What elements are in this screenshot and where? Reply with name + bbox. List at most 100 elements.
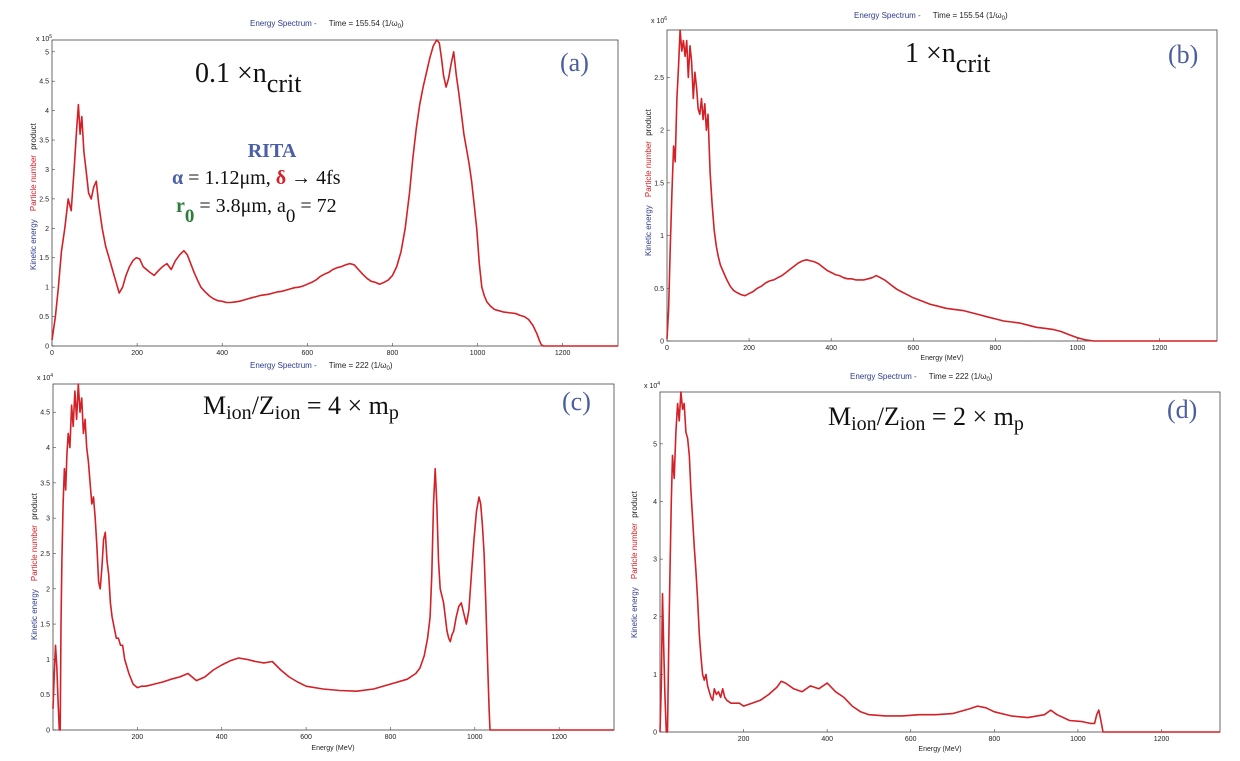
rita-r-rest: = 3.8μm, a [194,195,286,217]
panel-a-ytick-label: 0 [45,344,49,351]
panel-c-ytick-label: 4 [46,445,50,452]
panel-c-title-name: Energy Spectrum - [250,361,317,370]
panel-c-ytick-label: 2 [46,586,50,593]
panel-c-spectrum-line [52,383,614,731]
panel-c-mass-annotation: Mion/Zion = 4 × mp [203,391,399,424]
rita-delta: δ [276,167,286,189]
panel-c-ytick-label: 1 [46,657,50,664]
panel-c-ylabel: Kinetic energy Particle number product [30,492,39,640]
panel-c-ytick-label: 0.5 [40,692,50,699]
panel-d-ytick-label: 2 [653,614,657,621]
panel-b-title-time: Time = 155.54 (1/ω [933,11,1002,20]
panel-b-ytick-label: 0.5 [654,286,664,293]
panel-d-ylabel: Kinetic energy Particle number product [630,490,639,638]
panel-a-ytick-label: 2 [45,226,49,233]
panel-a-title: Energy Spectrum - Time = 155.54 (1/ω0) [250,19,404,30]
panel-c-xtick-label: 400 [216,734,228,741]
panel-b-title-time-sub: 0 [1002,16,1006,22]
panel-a-frame [51,39,619,347]
panel-b-spectrum-line [666,29,1217,342]
panel-d-title: Energy Spectrum - Time = 222 (1/ω0) [850,372,993,383]
panel-c-xticks: 200 400 600 800 1000 1200 [132,727,567,741]
rita-r-sub: 0 [185,206,195,227]
panel-d-xtick-label: 1000 [1070,736,1086,743]
panel-c-frame [52,383,615,731]
rita-a-sub: 0 [286,206,296,227]
panel-c-ytick-label: 2.5 [40,551,50,558]
panel-b-ylabel-product: product [644,108,653,135]
panel-c-multiplier-exp: 4 [50,373,53,379]
panel-c-ylabel-particle: Particle number [30,525,39,581]
panel-a-ytick-label: 1.5 [39,255,49,262]
panel-a-title-time-sub: 0 [398,24,402,30]
panel-b-density-sub: crit [956,49,991,78]
panel-a-title-name: Energy Spectrum - [250,19,317,28]
panel-a-curve-group [51,39,618,347]
panel-d-title-time-sub: 0 [987,377,991,383]
panel-a-xtick-label: 600 [301,350,313,357]
panel-b-xtick-label: 200 [743,345,755,352]
panel-c-mass-rest: = 4 × m [300,391,389,420]
panel-d-ytick-label: 3 [653,557,657,564]
panel-a-xtick-label: 800 [387,350,399,357]
panel-c-multiplier-base: x 10 [37,375,50,382]
panel-c-mass-z: /Z [252,391,275,420]
rita-r: r [176,195,185,217]
panel-d-label: (d) [1167,395,1197,424]
panel-d-ytick-label: 1 [653,672,657,679]
panel-c-ylabel-kinetic: Kinetic energy [30,589,39,640]
panel-d-ytick-label: 4 [653,499,657,506]
panel-a-xtick-label: 1200 [555,350,571,357]
rita-alpha: α [172,167,183,189]
panel-c-title-time-sub: 0 [387,366,391,372]
panel-b-density-prefix: 1 ×n [905,38,956,69]
panel-b-multiplier-exp: 6 [664,16,667,22]
panel-d-frame [659,391,1221,733]
panel-a-ylabel-product: product [29,122,38,149]
panel-c-ytick-label: 1.5 [40,622,50,629]
panel-b-xlabel: Energy (MeV) [920,355,963,362]
panel-a-title-time-end: ) [401,19,404,28]
panel-d-mass-m-sub: ion [851,413,877,435]
panel-c-xtick-label: 200 [132,734,144,741]
panel-b-xtick-label: 400 [825,345,837,352]
panel-b-ytick-label: 2.5 [654,75,664,82]
panel-d-ylabel-kinetic: Kinetic energy [630,587,639,638]
panel-c-xtick-label: 1200 [551,734,567,741]
panel-d-title-name: Energy Spectrum - [850,372,917,381]
panel-b-xtick-label: 1200 [1152,345,1168,352]
panel-b-title: Energy Spectrum - Time = 155.54 (1/ω0) [854,11,1008,22]
panel-d-ylabel-particle: Particle number [630,523,639,579]
panel-b-yticks: 0 0.5 1 1.5 2 2.5 [654,75,670,346]
panel-d-spectrum-line [659,391,1220,733]
panel-d-mass-annotation: Mion/Zion = 2 × mp [828,402,1024,435]
panel-a-ytick-label: 4.5 [39,79,49,86]
panel-a-ytick-label: 5 [45,49,49,56]
panel-a-ytick-label: 1 [45,285,49,292]
panel-c-title: Energy Spectrum - Time = 222 (1/ω0) [250,361,393,372]
rita-a-rest: = 72 [295,195,336,217]
panel-b-curve-group [666,29,1217,342]
panel-b-frame [666,29,1218,342]
rita-line2: r0 = 3.8μm, a0 = 72 [176,195,337,227]
panel-d-xticks: 200 400 600 800 1000 1200 [738,729,1169,743]
panel-a-density-sub: crit [267,69,302,98]
panel-d-mass-m: M [828,402,851,431]
panel-b-xtick-label: 1000 [1070,345,1086,352]
panel-d-mass-rest: = 2 × m [925,402,1014,431]
panel-c: Energy Spectrum - Time = 222 (1/ω0) x 10… [30,361,615,752]
panel-b-ylabel-kinetic: Kinetic energy [644,205,653,256]
panel-d-multiplier-base: x 10 [644,383,657,390]
panel-a-yticks: 0 0.5 1 1.5 2 2.5 3 3.5 4 4.5 5 [39,49,55,351]
panel-c-yticks: 0 0.5 1 1.5 2 2.5 3 3.5 4 4.5 [40,410,56,735]
panel-d-curve-group [659,391,1220,733]
panel-d-mass-z: /Z [877,402,900,431]
panel-b: Energy Spectrum - Time = 155.54 (1/ω0) x… [644,11,1218,362]
panel-a-xticks: 0 200 400 600 800 1000 1200 [50,343,571,357]
panel-d: Energy Spectrum - Time = 222 (1/ω0) x 10… [630,372,1221,753]
panel-b-ytick-label: 1 [660,233,664,240]
panel-a-label: (a) [560,48,589,77]
panel-d-xtick-label: 400 [821,736,833,743]
panel-c-title-time: Time = 222 (1/ω [329,361,387,370]
